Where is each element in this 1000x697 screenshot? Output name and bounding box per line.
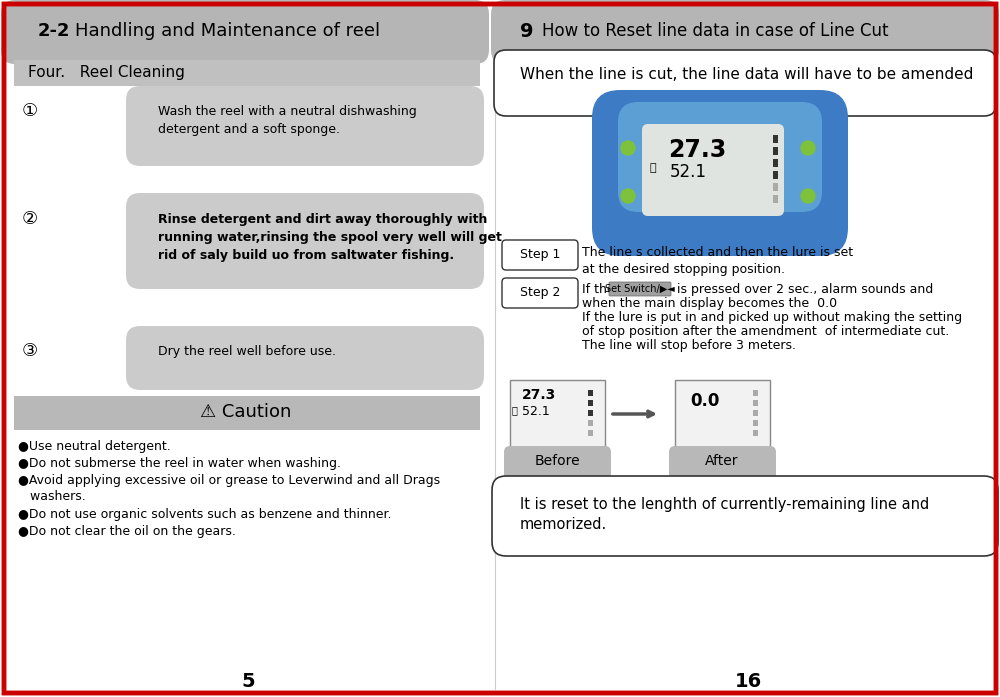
Text: Set Switch/▶◄: Set Switch/▶◄ — [605, 284, 675, 294]
Text: ●Avoid applying excessive oil or grease to Leverwind and all Drags
   washers.: ●Avoid applying excessive oil or grease … — [18, 474, 440, 503]
Text: 9: 9 — [520, 22, 534, 41]
Text: 5: 5 — [241, 672, 255, 691]
Text: ②: ② — [22, 210, 38, 228]
Text: If the lure is put in and picked up without making the setting: If the lure is put in and picked up with… — [582, 311, 962, 324]
FancyBboxPatch shape — [491, 0, 999, 64]
Text: Step 1: Step 1 — [520, 248, 560, 261]
Text: 27.3: 27.3 — [522, 388, 556, 402]
Circle shape — [621, 141, 635, 155]
Circle shape — [801, 141, 815, 155]
Text: is pressed over 2 sec., alarm sounds and: is pressed over 2 sec., alarm sounds and — [673, 283, 933, 296]
Text: Four.   Reel Cleaning: Four. Reel Cleaning — [28, 65, 185, 80]
Text: ③: ③ — [22, 342, 38, 360]
Circle shape — [801, 189, 815, 203]
FancyBboxPatch shape — [126, 193, 484, 289]
Bar — [588, 400, 593, 406]
Text: Ⓢ: Ⓢ — [650, 163, 657, 173]
Text: How to Reset line data in case of Line Cut: How to Reset line data in case of Line C… — [542, 22, 889, 40]
Text: Wash the reel with a neutral dishwashing
detergent and a soft sponge.: Wash the reel with a neutral dishwashing… — [158, 105, 417, 136]
Bar — [510, 380, 605, 448]
Text: when the main display becomes the  0.0: when the main display becomes the 0.0 — [582, 297, 837, 310]
Text: Ⓢ: Ⓢ — [512, 405, 518, 415]
Text: ⚠ Caution: ⚠ Caution — [200, 403, 291, 421]
Bar — [773, 195, 778, 203]
Bar — [773, 183, 778, 191]
Bar — [753, 400, 758, 406]
Text: of stop position after the amendment  of intermediate cut.: of stop position after the amendment of … — [582, 325, 949, 338]
Text: 16: 16 — [734, 672, 762, 691]
Circle shape — [621, 189, 635, 203]
Bar — [773, 147, 778, 155]
FancyBboxPatch shape — [502, 278, 578, 308]
Bar — [588, 430, 593, 436]
Text: 2-2: 2-2 — [38, 22, 70, 40]
Bar — [588, 390, 593, 396]
Bar — [753, 410, 758, 416]
Text: ①: ① — [22, 102, 38, 120]
Text: Dry the reel well before use.: Dry the reel well before use. — [158, 345, 336, 358]
FancyBboxPatch shape — [618, 102, 822, 212]
Bar — [14, 396, 480, 430]
Bar — [773, 135, 778, 143]
Text: The line s collected and then the lure is set
at the desired stopping position.: The line s collected and then the lure i… — [582, 246, 853, 277]
Text: If the: If the — [582, 283, 619, 296]
FancyBboxPatch shape — [492, 476, 998, 556]
Text: ●Do not use organic solvents such as benzene and thinner.: ●Do not use organic solvents such as ben… — [18, 508, 392, 521]
Text: When the line is cut, the line data will have to be amended: When the line is cut, the line data will… — [520, 67, 973, 82]
Bar — [588, 420, 593, 426]
FancyBboxPatch shape — [669, 446, 776, 480]
FancyBboxPatch shape — [609, 282, 671, 296]
FancyBboxPatch shape — [126, 86, 484, 166]
Text: 0.0: 0.0 — [690, 392, 719, 410]
Bar — [753, 420, 758, 426]
Text: 27.3: 27.3 — [668, 138, 726, 162]
Text: After: After — [705, 454, 739, 468]
Text: It is reset to the lenghth of currently-remaining line and
memorized.: It is reset to the lenghth of currently-… — [520, 497, 929, 533]
FancyBboxPatch shape — [642, 124, 784, 216]
FancyBboxPatch shape — [504, 446, 611, 480]
Text: Rinse detergent and dirt away thoroughly with
running water,rinsing the spool ve: Rinse detergent and dirt away thoroughly… — [158, 213, 502, 262]
Text: ●Use neutral detergent.: ●Use neutral detergent. — [18, 440, 171, 453]
Text: ●Do not clear the oil on the gears.: ●Do not clear the oil on the gears. — [18, 525, 236, 538]
FancyBboxPatch shape — [502, 240, 578, 270]
Text: Step 2: Step 2 — [520, 286, 560, 299]
Bar — [773, 159, 778, 167]
Bar — [14, 60, 480, 86]
FancyBboxPatch shape — [126, 326, 484, 390]
Text: Handling and Maintenance of reel: Handling and Maintenance of reel — [75, 22, 380, 40]
FancyBboxPatch shape — [1, 0, 489, 64]
Bar — [773, 171, 778, 179]
Text: 52.1: 52.1 — [522, 405, 550, 418]
FancyBboxPatch shape — [592, 90, 848, 256]
Bar — [588, 410, 593, 416]
Bar — [753, 430, 758, 436]
Text: 52.1: 52.1 — [670, 163, 707, 181]
FancyBboxPatch shape — [494, 50, 996, 116]
Text: Before: Before — [534, 454, 580, 468]
Text: ●Do not submerse the reel in water when washing.: ●Do not submerse the reel in water when … — [18, 457, 341, 470]
Bar — [675, 380, 770, 448]
Text: The line will stop before 3 meters.: The line will stop before 3 meters. — [582, 339, 796, 352]
Bar — [753, 390, 758, 396]
